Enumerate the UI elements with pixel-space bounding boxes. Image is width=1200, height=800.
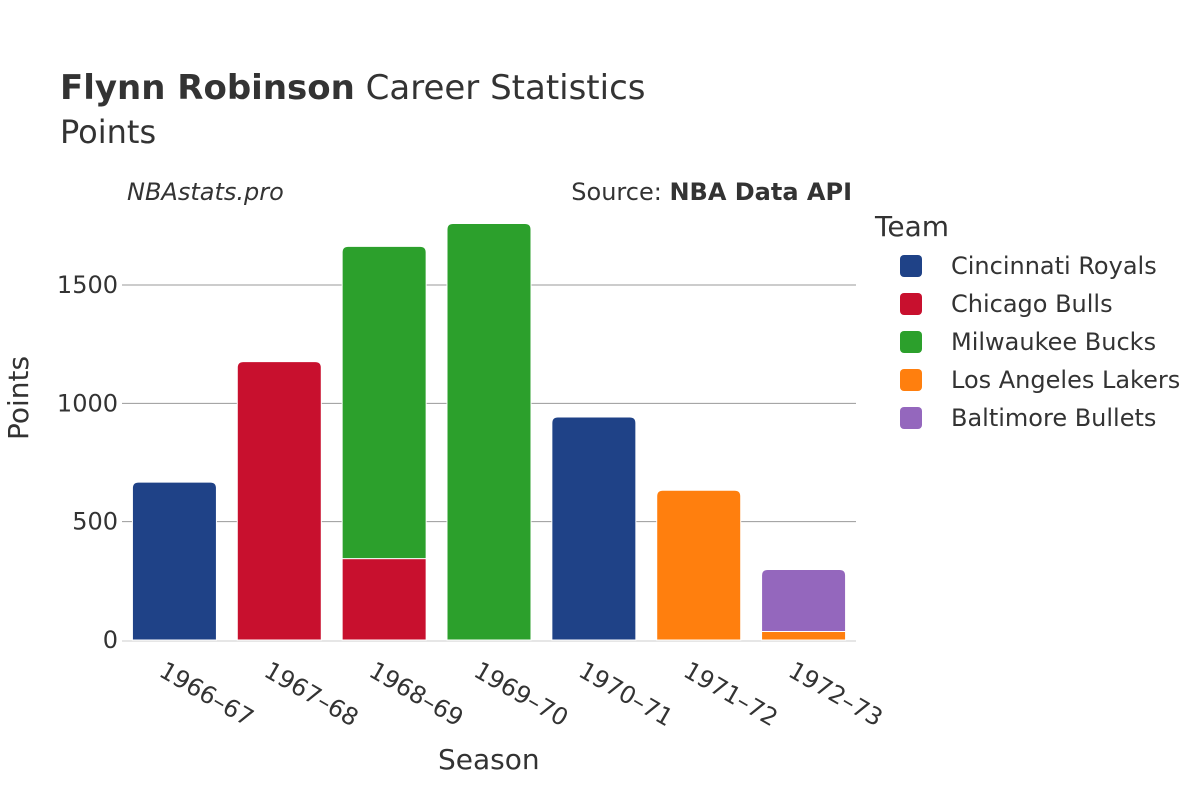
site-watermark: NBAstats.pro	[127, 178, 284, 206]
x-tick-label: 1968–69	[364, 656, 468, 732]
bar-baltimore-bullets	[761, 568, 847, 632]
legend-label: Chicago Bulls	[951, 290, 1113, 318]
bar-chicago-bulls	[236, 361, 322, 641]
bar-cincinnati-royals	[131, 481, 217, 641]
x-tick-label: 1969–70	[469, 656, 573, 732]
legend-swatch	[900, 407, 922, 429]
x-tick-label: 1970–71	[574, 656, 678, 732]
legend-item[interactable]: Milwaukee Bucks	[900, 327, 1156, 357]
legend-label: Los Angeles Lakers	[951, 366, 1181, 394]
legend-label: Milwaukee Bucks	[951, 328, 1157, 356]
bar-milwaukee-bucks	[446, 222, 532, 641]
y-tick-label: 1000	[57, 389, 118, 417]
source-name: NBA Data API	[669, 178, 852, 206]
x-tick-label: 1967–68	[259, 656, 363, 732]
bar-los-angeles-lakers	[656, 489, 742, 641]
legend-swatch	[900, 255, 922, 277]
legend-item[interactable]: Baltimore Bullets	[900, 403, 1156, 433]
y-axis-label: Points	[2, 355, 35, 440]
bar-los-angeles-lakers	[761, 630, 847, 641]
x-tick-label: 1972–73	[784, 656, 888, 732]
legend-label: Cincinnati Royals	[951, 252, 1157, 280]
legend-title: Team	[875, 210, 950, 243]
legend-swatch	[900, 369, 922, 391]
bar-chicago-bulls	[341, 558, 427, 641]
legend-item[interactable]: Los Angeles Lakers	[900, 365, 1180, 395]
x-axis-label: Season	[438, 743, 540, 776]
bar-milwaukee-bucks	[341, 245, 427, 560]
legend-swatch	[900, 293, 922, 315]
source-prefix: Source:	[571, 178, 670, 206]
chart-title-bold: Flynn Robinson	[60, 68, 355, 108]
y-tick-label: 1500	[57, 271, 118, 299]
legend-swatch	[900, 331, 922, 353]
chart-subtitle: Points	[60, 113, 157, 151]
bar-cincinnati-royals	[551, 416, 637, 641]
chart-title-rest: Career Statistics	[354, 68, 646, 108]
source-note: Source: NBA Data API	[571, 178, 852, 206]
y-tick-label: 0	[103, 626, 118, 654]
legend-item[interactable]: Chicago Bulls	[900, 289, 1113, 319]
legend-item[interactable]: Cincinnati Royals	[900, 251, 1157, 281]
legend-label: Baltimore Bullets	[951, 404, 1157, 432]
x-tick-label: 1966–67	[155, 656, 259, 732]
chart-title: Flynn Robinson Career Statistics	[60, 68, 646, 108]
y-tick-label: 500	[72, 508, 118, 536]
x-tick-label: 1971–72	[679, 656, 783, 732]
